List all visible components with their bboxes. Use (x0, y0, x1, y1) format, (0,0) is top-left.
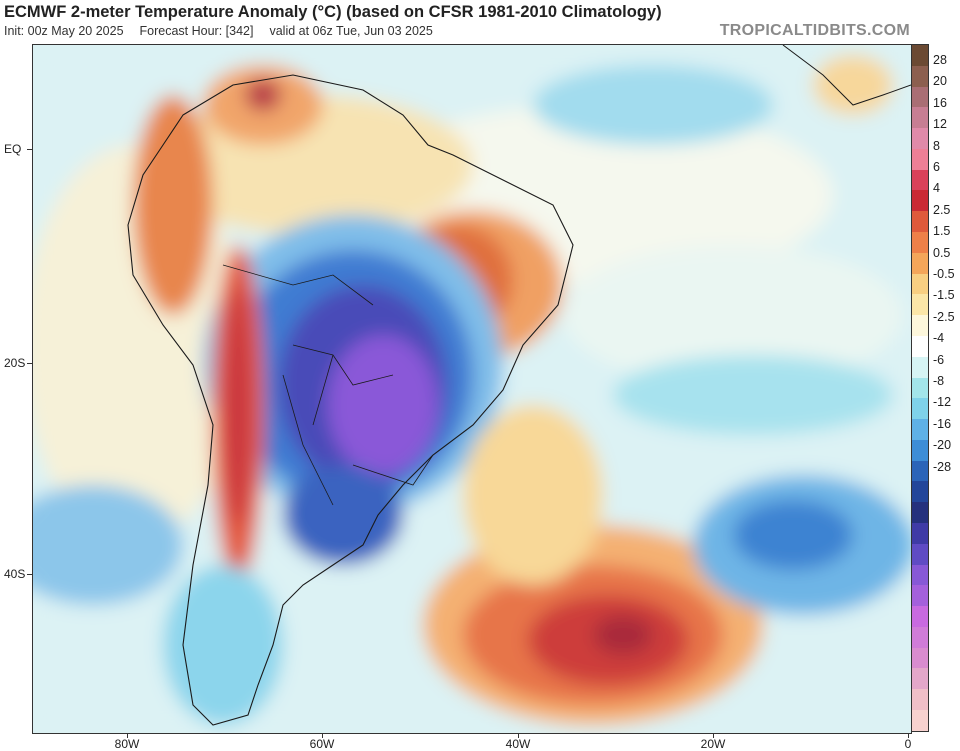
colorbar-segment (912, 419, 928, 440)
colorbar-label: -16 (933, 416, 952, 431)
colorbar-segment (912, 564, 928, 586)
colorbar-segment (912, 190, 928, 212)
lat-tick-20s (27, 363, 32, 364)
lon-tick-0 (908, 733, 909, 738)
colorbar-label: -2.5 (933, 309, 955, 324)
colorbar-segment (912, 689, 928, 710)
colorbar-segment (912, 710, 928, 731)
colorbar-label: -1.5 (933, 288, 955, 303)
colorbar-segment (912, 128, 928, 149)
forecast-hour: Forecast Hour: [342] (139, 24, 254, 38)
colorbar-segment (912, 273, 928, 295)
lat-label-eq: EQ (4, 142, 22, 156)
colorbar-segment (912, 211, 928, 233)
colorbar-label: 20 (933, 74, 947, 89)
colorbar-segment (912, 398, 928, 420)
colorbar-segment (912, 65, 928, 87)
forecast-subtitle: Init: 00z May 20 2025 Forecast Hour: [342… (4, 24, 433, 38)
colorbar-segment (912, 543, 928, 565)
lon-label-40w: 40W (505, 737, 531, 751)
lon-label-0: 0 (904, 737, 912, 751)
colorbar-segment (912, 315, 928, 336)
colorbar-label: 1.5 (933, 224, 951, 239)
colorbar-label: 16 (933, 95, 947, 110)
lat-tick-40s (27, 574, 32, 575)
colorbar-segment (912, 626, 928, 648)
colorbar-segment (912, 356, 928, 378)
colorbar-segment (912, 481, 928, 503)
colorbar-label: 6 (933, 160, 940, 174)
colorbar-segment (912, 107, 928, 129)
colorbar-label: 8 (933, 138, 940, 153)
south-america-coastline (127, 74, 574, 726)
colorbar-segment (912, 460, 928, 482)
colorbar-label: -0.5 (933, 267, 955, 281)
lon-tick-40w (518, 733, 519, 738)
colorbar-label: 0.5 (933, 245, 951, 260)
lon-label-60w: 60W (309, 737, 335, 751)
anomaly-field (33, 45, 911, 733)
init-time: Init: 00z May 20 2025 (4, 24, 124, 38)
valid-time: valid at 06z Tue, Jun 03 2025 (269, 24, 433, 38)
colorbar-segment (912, 377, 928, 399)
colorbar-label: 12 (933, 117, 947, 132)
colorbar-segment (912, 522, 928, 544)
lon-label-80w: 80W (114, 737, 140, 751)
colorbar-segment (912, 439, 928, 461)
colorbar-segment (912, 647, 928, 669)
colorbar-segment (912, 45, 928, 66)
anomaly-map (32, 44, 912, 734)
lon-tick-60w (322, 733, 323, 738)
lat-tick-eq (27, 149, 32, 150)
lon-tick-20w (713, 733, 714, 738)
colorbar-segment (912, 502, 928, 523)
lon-label-20w: 20W (700, 737, 726, 751)
colorbar-segment (912, 335, 928, 357)
lon-tick-80w (127, 733, 128, 738)
colorbar-segment (912, 294, 928, 316)
colorbar-segment (912, 668, 928, 690)
colorbar-segment (912, 148, 928, 170)
country-borders (222, 264, 434, 506)
colorbar-label: -28 (933, 459, 952, 474)
watermark: TROPICALTIDBITS.COM (719, 22, 910, 39)
colorbar-label: -8 (933, 374, 945, 388)
colorbar-label: 4 (933, 181, 940, 196)
lat-label-40s: 40S (4, 567, 26, 581)
colorbar-label: -20 (933, 438, 952, 453)
colorbar (911, 44, 929, 732)
colorbar-label: 2.5 (933, 202, 951, 217)
map-title: ECMWF 2-meter Temperature Anomaly (°C) (… (4, 3, 662, 21)
lat-label-20s: 20S (4, 356, 26, 370)
colorbar-segment (912, 232, 928, 253)
colorbar-label: -12 (933, 395, 952, 410)
colorbar-segment (912, 252, 928, 274)
colorbar-segment (912, 606, 928, 627)
colorbar-label: 28 (933, 53, 947, 67)
colorbar-label: -4 (933, 331, 945, 346)
colorbar-segment (912, 169, 928, 191)
colorbar-segment (912, 585, 928, 607)
colorbar-segment (912, 86, 928, 108)
africa-coastline (782, 45, 911, 106)
colorbar-label: -6 (933, 352, 945, 367)
